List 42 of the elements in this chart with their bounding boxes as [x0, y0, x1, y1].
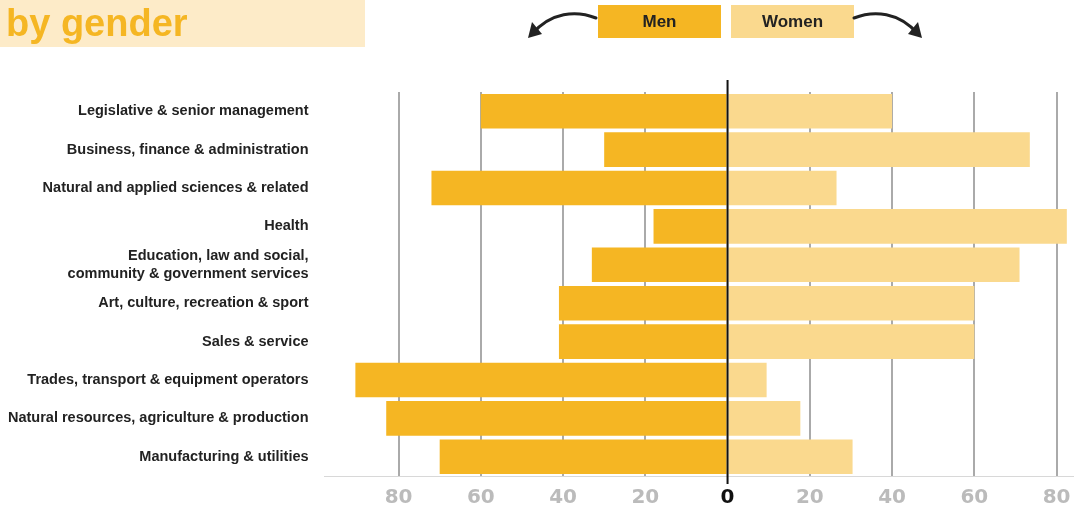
- bar: [558, 324, 727, 359]
- bar: [431, 170, 727, 206]
- bar: [728, 324, 975, 359]
- bar: [728, 439, 853, 475]
- bar: [728, 247, 1020, 283]
- x-tick-label: 40: [878, 484, 906, 509]
- bar: [386, 401, 727, 436]
- bar: [728, 132, 1030, 167]
- bar: [355, 362, 727, 398]
- bar: [439, 439, 727, 475]
- y-tick-label: Art, culture, recreation & sport: [98, 294, 309, 311]
- x-tick-label: 20: [631, 484, 660, 509]
- bar: [728, 362, 767, 398]
- bar: [728, 401, 801, 436]
- y-tick-label: Health: [264, 217, 309, 234]
- x-tick-label: 0: [720, 484, 735, 509]
- x-tick-label: 80: [384, 484, 413, 509]
- x-tick-label: 40: [549, 484, 577, 509]
- text: Women: [731, 5, 854, 38]
- y-tick-label: Natural resources, agriculture & production: [7, 409, 309, 426]
- x-tick-label: 80: [1042, 484, 1071, 509]
- bar: [728, 93, 893, 129]
- bar: [728, 209, 1067, 244]
- bar: [480, 93, 727, 129]
- bar: [653, 209, 727, 244]
- y-tick-label: Education, law and social, community & government services: [67, 247, 309, 281]
- y-tick-label: Business, finance & administration: [66, 140, 309, 157]
- y-tick-label: Manufacturing & utilities: [139, 447, 309, 464]
- y-tick-label: Sales & service: [202, 332, 309, 349]
- bar: [558, 285, 727, 321]
- x-tick-label: 20: [795, 484, 824, 509]
- bar: [591, 247, 727, 283]
- bar: [604, 132, 727, 167]
- bar: [728, 285, 975, 321]
- y-tick-label: Legislative & senior management: [78, 102, 309, 119]
- x-tick-label: 60: [960, 484, 989, 509]
- y-tick-label: Natural and applied sciences & related: [42, 179, 309, 195]
- x-tick-label: 60: [466, 484, 495, 509]
- chart-title: by gender: [0, 0, 365, 47]
- y-tick-label: Trades, transport & equipment operators: [27, 371, 309, 387]
- bar: [728, 170, 837, 206]
- text: Men: [598, 5, 721, 38]
